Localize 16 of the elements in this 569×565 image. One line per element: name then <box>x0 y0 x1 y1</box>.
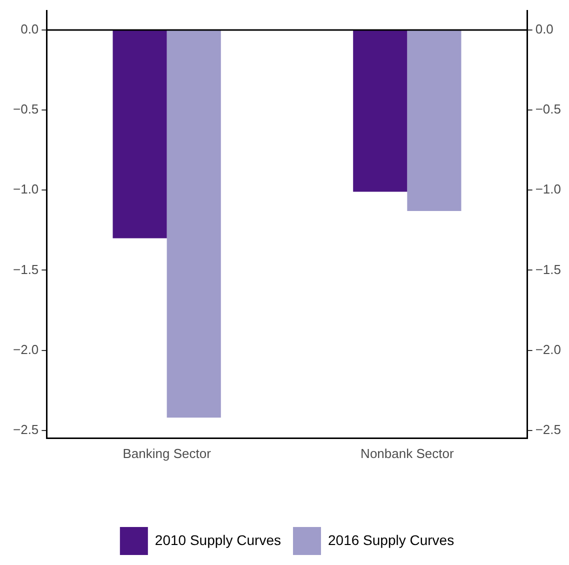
y2-tick-label: −1.0 <box>535 182 562 197</box>
legend-label: 2016 Supply Curves <box>328 532 454 548</box>
legend-label: 2010 Supply Curves <box>154 532 282 548</box>
y-tick-label: 0.0 <box>20 22 39 37</box>
y2-tick-label: −2.5 <box>535 422 562 437</box>
y-tick-label: −1.5 <box>12 262 39 277</box>
y2-tick-label: 0.0 <box>535 22 554 37</box>
y-tick-label: −1.0 <box>12 182 39 197</box>
x-tick-label: Banking Sector <box>122 446 212 461</box>
y2-tick-label: −1.5 <box>535 262 562 277</box>
y-tick-label: −2.0 <box>12 342 39 357</box>
x-tick-label: Nonbank Sector <box>360 446 454 461</box>
y-tick-label: −0.5 <box>12 102 39 117</box>
y2-tick-label: −2.0 <box>535 342 562 357</box>
y2-tick-label: −0.5 <box>535 102 562 117</box>
y-tick-label: −2.5 <box>12 422 39 437</box>
